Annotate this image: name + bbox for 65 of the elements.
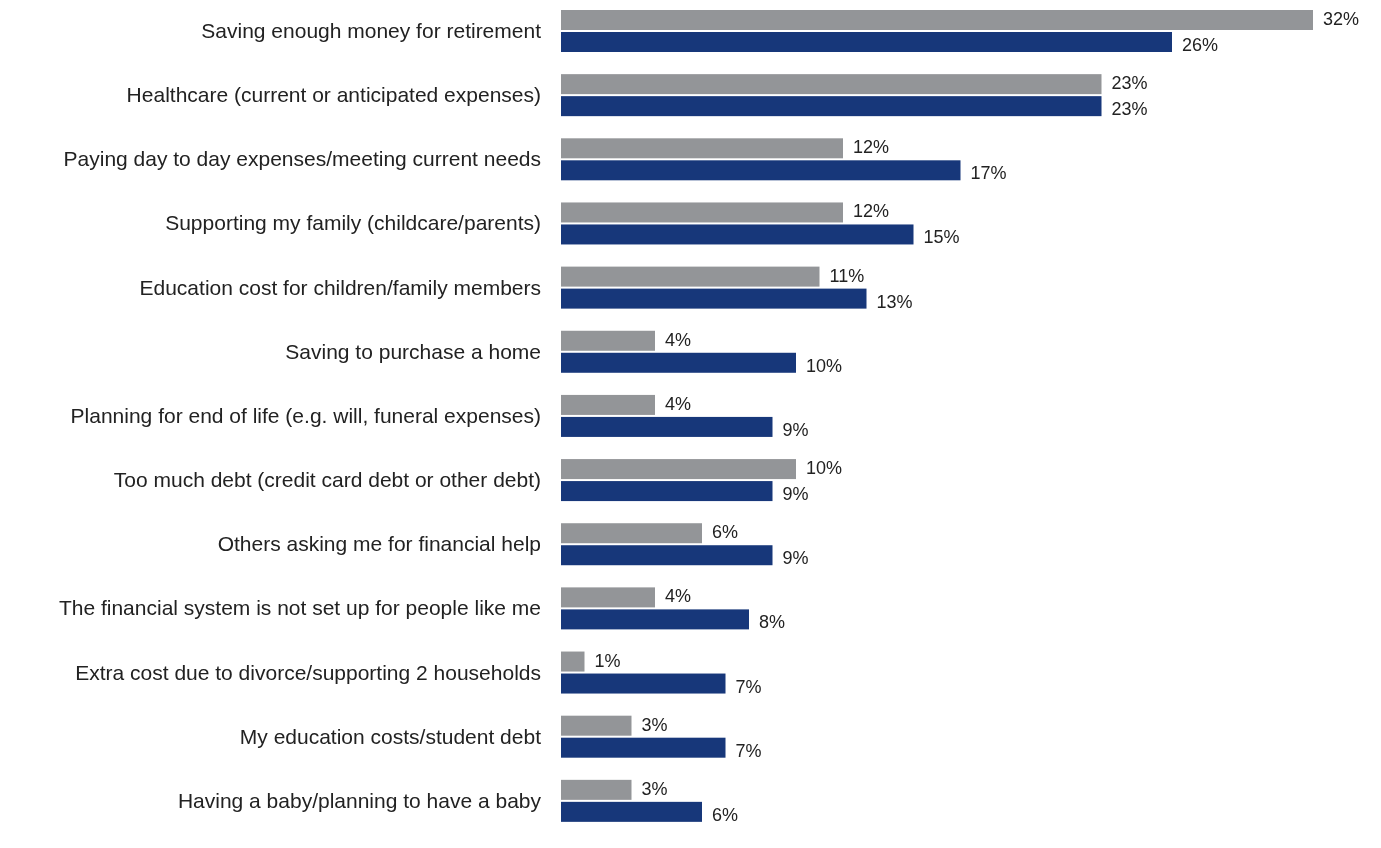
data-label: 3% [641,714,668,735]
y-tick-label: Having a baby/planning to have a baby [177,788,542,812]
data-label: 4% [665,586,692,607]
data-label: 32% [1323,9,1360,29]
bar [561,224,914,245]
y-tick-label: Paying day to day expenses/meeting current needs [63,147,541,171]
bar [561,266,820,287]
y-tick-label: Others asking me for financial help [217,532,541,556]
y-tick-label: The financial system is not set up for people like me [58,596,541,620]
data-label: 15% [923,227,960,248]
y-tick-label: My education costs/student debt [239,724,542,748]
data-label: 9% [782,484,809,505]
bar [561,651,585,672]
bar [561,330,655,351]
y-tick-label: Planning for end of life (e.g. will, funeral expenses) [70,403,541,427]
data-label: 10% [806,355,843,376]
bar [561,801,702,822]
data-label: 6% [712,804,739,825]
y-tick-label: Education cost for children/family members [139,275,541,299]
data-label: 8% [759,612,786,633]
bar [561,459,796,480]
data-label: 7% [735,740,762,761]
bar [561,288,867,309]
data-label: 7% [735,676,762,697]
bar [561,32,1172,52]
bar [561,74,1102,95]
data-label: 23% [1111,99,1148,120]
data-label: 11% [829,265,865,286]
data-label: 3% [641,778,668,799]
data-label: 4% [665,329,692,350]
data-label: 9% [782,419,809,440]
bar [561,416,773,437]
bar [561,138,843,159]
data-label: 10% [806,458,843,479]
bar [561,481,773,502]
data-label: 1% [594,650,621,671]
bar [561,609,749,630]
y-tick-label: Extra cost due to divorce/supporting 2 households [75,660,541,684]
bar [561,587,655,608]
data-label: 13% [876,291,913,312]
bar [561,737,726,758]
data-label: 9% [782,548,809,569]
bar [561,10,1313,30]
data-label: 4% [665,393,692,414]
y-tick-label: Supporting my family (childcare/parents) [165,211,541,235]
bar [561,96,1102,117]
bar [561,779,632,800]
y-tick-label: Saving to purchase a home [285,339,541,363]
y-tick-label: Saving enough money for retirement [201,19,542,42]
data-label: 6% [712,522,739,543]
bar [561,352,796,373]
bar [561,394,655,415]
y-tick-label: Too much debt (credit card debt or other debt) [113,468,541,492]
y-tick-label: Healthcare (current or anticipated expenses) [126,83,541,107]
bar [561,673,726,694]
bar [561,715,632,736]
data-label: 12% [853,201,890,222]
bar [561,545,773,566]
bar [561,202,843,223]
data-label: 23% [1111,73,1148,94]
bar [561,523,702,544]
data-label: 12% [853,137,890,158]
bar [561,160,961,181]
data-label: 26% [1182,35,1219,55]
data-label: 17% [970,163,1007,184]
